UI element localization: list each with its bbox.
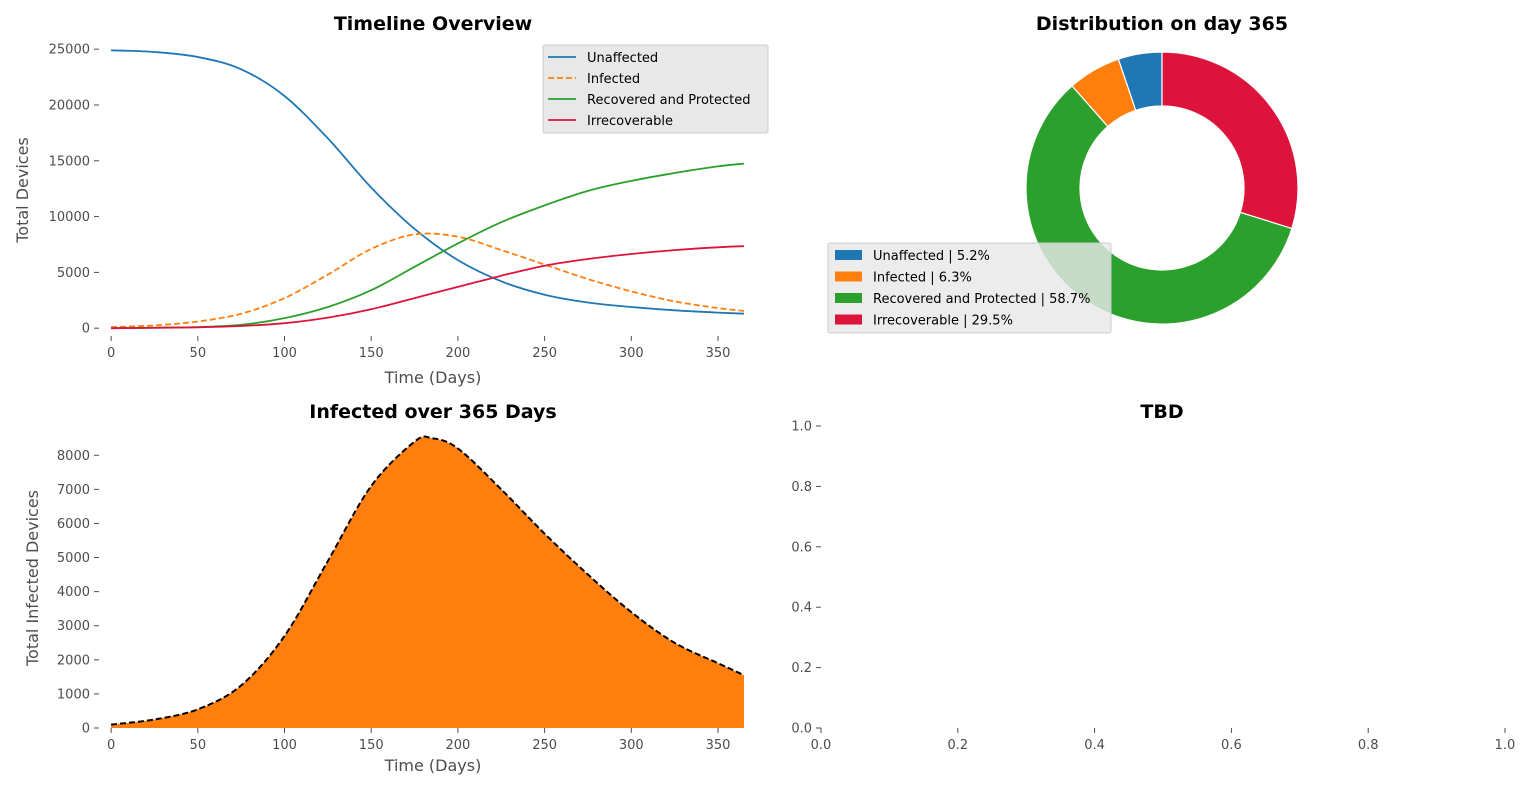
legend-label: Unaffected bbox=[587, 51, 658, 66]
tbd-ytick-label: 0.8 bbox=[791, 480, 812, 495]
infected-xtick-label: 350 bbox=[706, 738, 731, 753]
distribution-donut-chart: Distribution on day 365 Unaffected | 5.2… bbox=[827, 13, 1299, 334]
timeline-xtick-label: 50 bbox=[190, 346, 207, 361]
infected-ylabel: Total Infected Devices bbox=[23, 490, 42, 667]
tbd-xtick-label: 1.0 bbox=[1495, 738, 1516, 753]
tbd-ytick-label: 0.4 bbox=[791, 601, 812, 616]
legend-label: Infected | 6.3% bbox=[873, 271, 972, 286]
timeline-ytick-label: 25000 bbox=[49, 43, 90, 58]
infected-xtick-label: 100 bbox=[272, 738, 297, 753]
distribution-title: Distribution on day 365 bbox=[1036, 13, 1288, 35]
tbd-xtick-label: 0.2 bbox=[947, 738, 968, 753]
tbd-ytick-label: 0.6 bbox=[791, 540, 812, 555]
timeline-legend: Unaffected Infected Recovered and Protecte… bbox=[542, 44, 769, 134]
legend-label: Irrecoverable bbox=[587, 114, 673, 129]
infected-xtick-label: 300 bbox=[619, 738, 644, 753]
infected-ytick-label: 8000 bbox=[57, 449, 90, 464]
tbd-ytick-label: 1.0 bbox=[791, 420, 812, 435]
timeline-xtick-label: 350 bbox=[706, 346, 731, 361]
tbd-xtick-label: 0.0 bbox=[811, 738, 832, 753]
infected-area-chart: Infected over 365 Days Time (Days) Total… bbox=[23, 401, 745, 775]
timeline-title: Timeline Overview bbox=[334, 13, 532, 35]
donut-slice bbox=[1161, 51, 1299, 230]
infected-ytick-label: 5000 bbox=[57, 551, 90, 566]
legend-swatch-icon bbox=[835, 314, 862, 325]
series-line-irrecoverable bbox=[111, 245, 745, 330]
infected-xtick-label: 0 bbox=[107, 738, 115, 753]
legend-label: Irrecoverable | 29.5% bbox=[873, 314, 1013, 329]
legend-label: Recovered and Protected bbox=[587, 93, 750, 108]
infected-ytick-label: 4000 bbox=[57, 585, 90, 600]
timeline-xtick-label: 250 bbox=[532, 346, 557, 361]
legend-swatch-icon bbox=[835, 293, 862, 303]
infected-ytick-label: 1000 bbox=[57, 687, 90, 702]
infected-title: Infected over 365 Days bbox=[309, 401, 556, 423]
timeline-overview-chart: Timeline Overview Time (Days) Total Devi… bbox=[13, 13, 769, 387]
series-line-infected bbox=[111, 232, 745, 328]
series-line-unaffected bbox=[111, 49, 745, 315]
timeline-xtick-label: 100 bbox=[272, 346, 297, 361]
timeline-xlabel: Time (Days) bbox=[384, 368, 482, 387]
infected-ytick-label: 0 bbox=[82, 722, 90, 737]
infected-ytick-label: 3000 bbox=[57, 619, 90, 634]
infected-outline-line bbox=[110, 435, 745, 726]
infected-ytick-label: 2000 bbox=[57, 653, 90, 668]
infected-ytick-label: 6000 bbox=[57, 517, 90, 532]
timeline-ytick-label: 20000 bbox=[49, 98, 90, 113]
tbd-xtick-label: 0.4 bbox=[1084, 738, 1105, 753]
infected-xtick-label: 50 bbox=[190, 738, 207, 753]
tbd-xtick-label: 0.8 bbox=[1358, 738, 1379, 753]
series-line-recovered-and-protected bbox=[111, 162, 745, 330]
timeline-xtick-label: 0 bbox=[107, 346, 115, 361]
legend-swatch-icon bbox=[835, 271, 862, 282]
timeline-ytick-label: 10000 bbox=[49, 210, 90, 225]
infected-xlabel: Time (Days) bbox=[384, 756, 482, 775]
tbd-ytick-label: 0.0 bbox=[791, 722, 812, 737]
legend-box bbox=[827, 242, 1112, 334]
legend-label: Unaffected | 5.2% bbox=[873, 249, 990, 264]
legend-label: Infected bbox=[587, 72, 640, 87]
timeline-ytick-label: 0 bbox=[82, 322, 90, 337]
distribution-legend: Unaffected | 5.2% Infected | 6.3% Recovere… bbox=[827, 242, 1112, 334]
infected-xtick-label: 200 bbox=[445, 738, 470, 753]
timeline-ylabel: Total Devices bbox=[13, 137, 32, 244]
tbd-chart: TBD 0.0 0.2 0.4 0.6 0.8 1.0 0.0 0.2 0.4 0.6 0.8 1.0 bbox=[791, 401, 1515, 753]
legend-box bbox=[542, 44, 769, 134]
tbd-ytick-label: 0.2 bbox=[791, 661, 812, 676]
timeline-xtick-label: 150 bbox=[359, 346, 384, 361]
infected-xtick-label: 250 bbox=[532, 738, 557, 753]
tbd-title: TBD bbox=[1140, 401, 1183, 423]
timeline-xtick-label: 200 bbox=[445, 346, 470, 361]
timeline-ytick-label: 15000 bbox=[49, 154, 90, 169]
tbd-xtick-label: 0.6 bbox=[1221, 738, 1242, 753]
timeline-ytick-label: 5000 bbox=[57, 266, 90, 281]
timeline-xtick-label: 300 bbox=[619, 346, 644, 361]
legend-label: Recovered and Protected | 58.7% bbox=[873, 292, 1090, 307]
legend-swatch-icon bbox=[835, 250, 862, 260]
infected-xtick-label: 150 bbox=[359, 738, 384, 753]
infected-ytick-label: 7000 bbox=[57, 483, 90, 498]
infected-area-fill bbox=[111, 436, 745, 728]
